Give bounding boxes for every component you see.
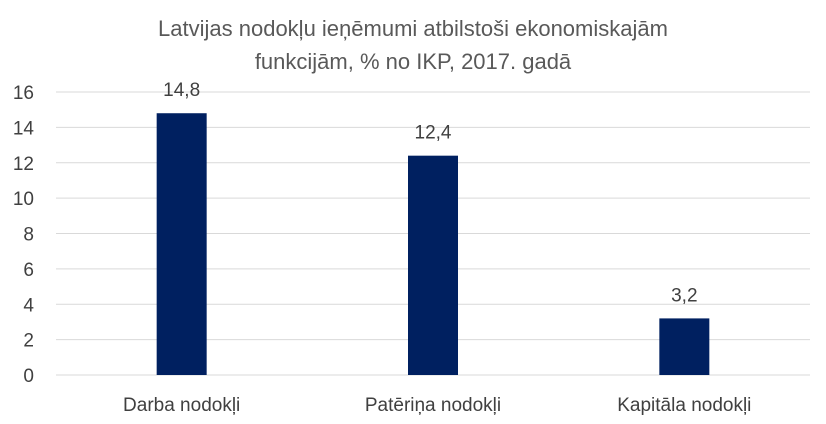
- y-tick-label: 10: [13, 189, 34, 210]
- bar: [156, 113, 207, 375]
- bar: [408, 155, 458, 375]
- y-tick-label: 2: [23, 331, 34, 352]
- bar-value-label: 3,2: [671, 285, 697, 306]
- y-tick-label: 12: [13, 154, 34, 175]
- category-labels: Darba nodokļi Patēriņa nodokļi Kapitāla no…: [123, 395, 751, 416]
- y-tick-label: 16: [13, 83, 34, 104]
- category-label: Darba nodokļi: [123, 395, 240, 416]
- bar: [659, 318, 710, 375]
- chart-title-line-1: Latvijas nodokļu ieņēmumi atbilstoši eko…: [158, 16, 668, 41]
- category-label: Kapitāla nodokļi: [617, 395, 751, 416]
- y-axis-ticks: 0 2 4 6 8 10 12 14 16: [13, 83, 35, 387]
- bars: [156, 113, 710, 375]
- y-tick-label: 14: [13, 118, 35, 139]
- y-tick-label: 4: [23, 295, 34, 316]
- chart-title-line-2: funkcijām, % no IKP, 2017. gadā: [255, 49, 572, 74]
- y-tick-label: 8: [23, 225, 34, 246]
- bar-value-label: 14,8: [163, 80, 200, 101]
- y-tick-label: 6: [23, 260, 34, 281]
- category-label: Patēriņa nodokļi: [365, 395, 501, 416]
- y-tick-label: 0: [23, 366, 34, 387]
- data-labels: 14,8 12,4 3,2: [163, 80, 697, 306]
- bar-value-label: 12,4: [415, 123, 452, 144]
